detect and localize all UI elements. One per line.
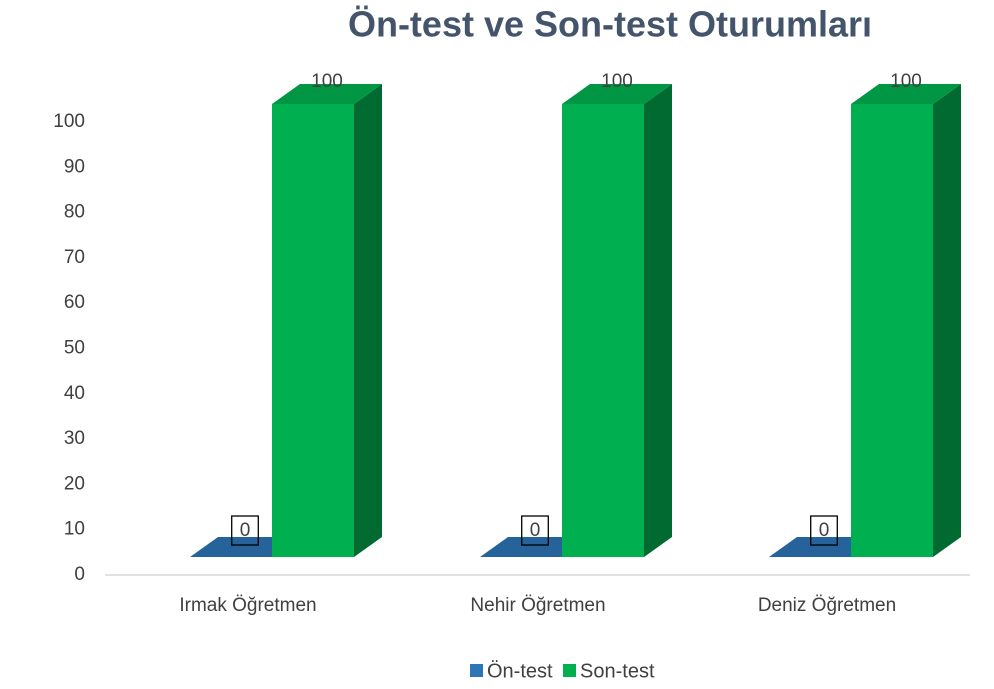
y-tick-label: 80 bbox=[64, 202, 85, 223]
bar-top bbox=[562, 84, 672, 104]
data-label: 100 bbox=[601, 71, 633, 92]
bar-front bbox=[272, 104, 354, 557]
chart-title: Ön-test ve Son-test Oturumları bbox=[348, 4, 872, 45]
y-tick-label: 60 bbox=[64, 292, 85, 313]
x-tick-label: Irmak Öğretmen bbox=[179, 595, 316, 616]
legend-label: Son-test bbox=[580, 660, 655, 682]
legend-swatch bbox=[470, 664, 483, 677]
bar-top bbox=[272, 84, 382, 104]
legend-label: Ön-test bbox=[487, 660, 553, 682]
data-label-box bbox=[231, 515, 259, 546]
data-label: 100 bbox=[890, 71, 922, 92]
data-label-box bbox=[810, 515, 838, 546]
data-label: 0 bbox=[530, 520, 541, 541]
y-tick-label: 30 bbox=[64, 428, 85, 449]
y-tick-label: 50 bbox=[64, 338, 85, 359]
legend-swatch bbox=[563, 664, 577, 677]
data-label-box bbox=[521, 515, 549, 546]
y-tick-label: 0 bbox=[74, 564, 85, 585]
data-label: 100 bbox=[311, 71, 343, 92]
bar-front bbox=[851, 104, 933, 557]
data-label: 0 bbox=[240, 520, 251, 541]
bar-top bbox=[851, 84, 961, 104]
x-tick-label: Nehir Öğretmen bbox=[470, 595, 605, 616]
y-tick-label: 40 bbox=[64, 383, 85, 404]
bar-side bbox=[933, 84, 961, 557]
y-tick-label: 90 bbox=[64, 156, 85, 177]
y-tick-label: 70 bbox=[64, 247, 85, 268]
bar-side bbox=[644, 84, 672, 557]
y-tick-label: 10 bbox=[64, 519, 85, 540]
y-tick-label: 20 bbox=[64, 473, 85, 494]
x-tick-label: Deniz Öğretmen bbox=[758, 595, 896, 616]
data-label: 0 bbox=[819, 520, 830, 541]
bar-side bbox=[354, 84, 382, 557]
bar-front bbox=[562, 104, 644, 557]
y-tick-label: 100 bbox=[53, 111, 85, 132]
